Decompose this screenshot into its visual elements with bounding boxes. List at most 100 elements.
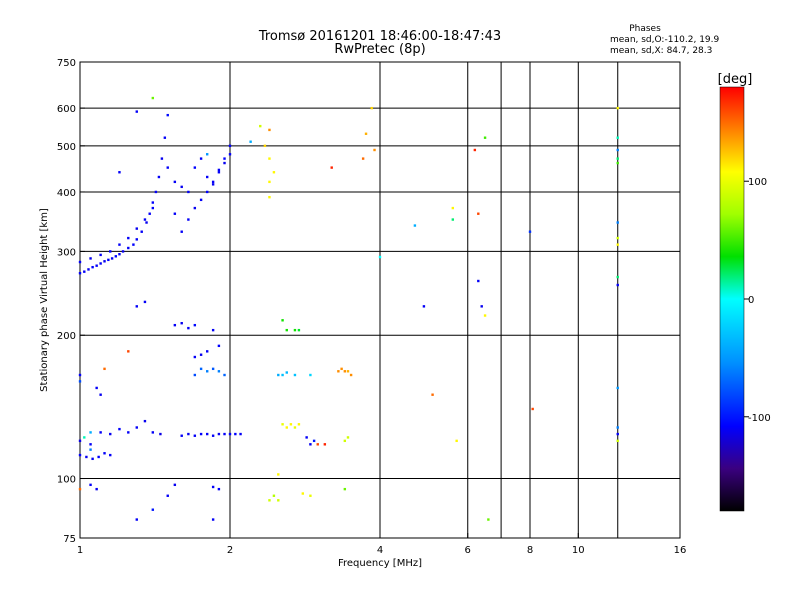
data-point — [109, 432, 112, 436]
data-point — [211, 518, 215, 521]
data-point — [268, 195, 271, 199]
data-point — [531, 407, 534, 411]
grid-lines — [80, 62, 681, 538]
data-point — [199, 432, 203, 436]
x-tick-label: 10 — [572, 545, 585, 556]
data-point — [193, 434, 197, 437]
x-tick-label: 16 — [674, 545, 687, 556]
x-tick-label: 6 — [465, 545, 471, 556]
data-point — [268, 157, 271, 160]
data-point — [118, 243, 121, 246]
y-tick-label: 400 — [57, 188, 76, 199]
data-point — [89, 257, 92, 260]
data-point — [211, 434, 215, 437]
data-point — [281, 319, 284, 322]
data-point — [127, 246, 130, 250]
data-point — [166, 113, 169, 117]
data-point — [268, 128, 271, 132]
data-point — [228, 144, 232, 148]
data-point — [151, 96, 155, 100]
colorbar-ticks: 100 0 -100 — [744, 177, 771, 424]
stats-line-o: mean, sd,O:-110.2, 19.9 — [610, 35, 720, 45]
colorbar — [719, 86, 745, 512]
data-point — [309, 373, 312, 377]
data-point — [616, 236, 619, 240]
data-point — [528, 230, 532, 233]
stats-line-x: mean, sd,X: 84.7, 28.3 — [610, 46, 712, 56]
data-point — [346, 436, 350, 439]
data-point — [477, 212, 480, 215]
data-point — [305, 436, 308, 439]
data-point — [211, 328, 215, 332]
data-point — [217, 432, 221, 436]
data-point — [217, 487, 221, 491]
data-point — [285, 328, 288, 332]
data-point — [89, 483, 92, 487]
data-point — [114, 255, 118, 258]
data-point — [413, 224, 417, 227]
data-point — [263, 144, 267, 148]
data-point — [89, 448, 92, 451]
colorbar-tick-label: 100 — [748, 177, 767, 188]
data-point — [193, 166, 197, 169]
data-point — [127, 236, 130, 240]
data-point — [78, 453, 82, 457]
data-point — [193, 206, 197, 210]
data-point — [135, 110, 138, 113]
data-point — [277, 373, 280, 377]
x-axis-label: Frequency [MHz] — [338, 558, 422, 569]
data-point — [361, 157, 365, 160]
data-point — [143, 218, 147, 221]
data-point — [135, 305, 138, 308]
data-point — [616, 136, 619, 139]
data-point — [166, 166, 169, 169]
data-point — [616, 426, 619, 429]
data-point — [422, 305, 426, 308]
data-point — [135, 426, 138, 429]
stats-heading: Phases — [629, 24, 661, 34]
data-point — [309, 443, 312, 446]
data-point — [323, 443, 327, 446]
data-point — [173, 323, 177, 327]
data-point — [95, 487, 98, 491]
data-point — [205, 153, 209, 156]
data-point — [205, 190, 209, 194]
data-point — [337, 370, 340, 373]
data-point — [199, 367, 203, 371]
data-points — [78, 96, 619, 521]
x-tick-label: 4 — [377, 545, 383, 556]
data-point — [431, 393, 434, 396]
data-point — [616, 439, 619, 443]
data-point — [132, 243, 135, 246]
data-point — [173, 483, 177, 487]
data-point — [103, 260, 106, 263]
data-point — [140, 230, 143, 233]
data-point — [272, 494, 276, 497]
data-point — [143, 419, 147, 423]
data-point — [87, 268, 90, 271]
data-point — [193, 323, 197, 327]
data-point — [173, 212, 177, 215]
data-point — [78, 439, 82, 443]
data-point — [364, 132, 368, 135]
data-point — [343, 439, 347, 443]
y-tick-label: 300 — [57, 247, 76, 258]
data-point — [159, 432, 162, 436]
data-point — [483, 314, 487, 317]
y-tick-label: 750 — [57, 58, 76, 69]
data-point — [297, 423, 301, 426]
data-point — [193, 373, 197, 377]
y-tick-label: 75 — [63, 534, 76, 545]
data-point — [180, 321, 183, 325]
colorbar-tick-label: 0 — [748, 295, 754, 306]
data-point — [343, 370, 347, 373]
colorbar-label: [deg] — [718, 72, 753, 87]
y-tick-label: 100 — [57, 475, 76, 486]
data-point — [78, 373, 82, 377]
x-tick-label: 8 — [527, 545, 533, 556]
data-point — [281, 423, 284, 426]
data-point — [616, 243, 619, 246]
data-point — [83, 436, 86, 439]
data-point — [151, 206, 155, 210]
data-point — [78, 380, 82, 383]
